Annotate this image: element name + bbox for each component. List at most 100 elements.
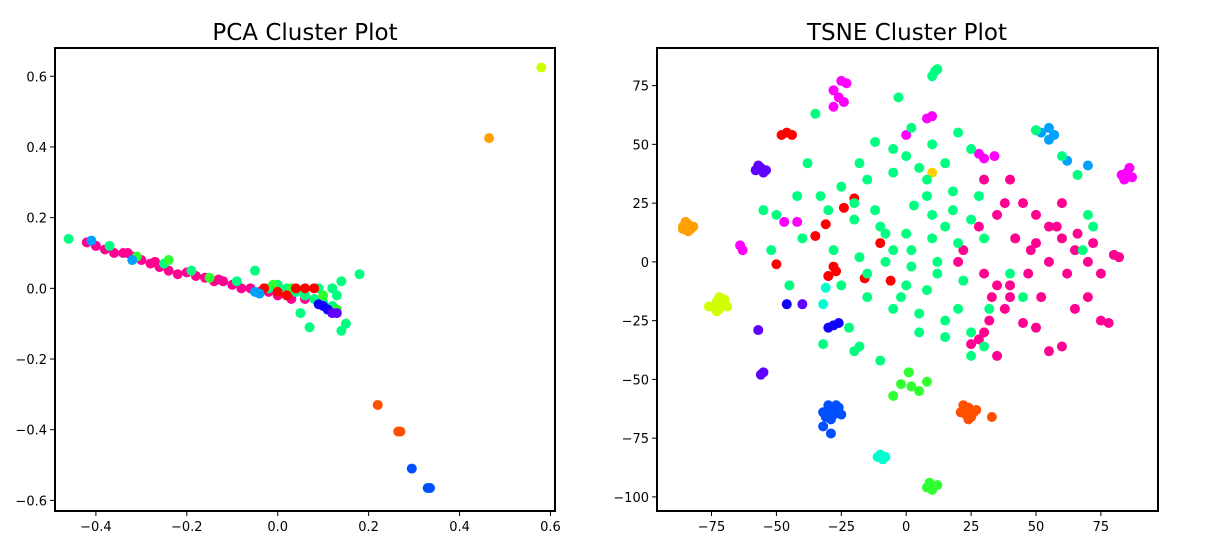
- scatter-point: [1018, 198, 1029, 209]
- scatter-point: [318, 290, 329, 301]
- scatter-point: [914, 162, 925, 173]
- chart-title: PCA Cluster Plot: [212, 20, 397, 46]
- scatter-point: [973, 148, 984, 159]
- scatter-point: [737, 245, 748, 256]
- x-tick-label: 0.6: [540, 520, 561, 535]
- scatter-point: [966, 144, 977, 155]
- y-tick-label: −50: [622, 373, 649, 388]
- scatter-points: [63, 62, 547, 494]
- scatter-point: [921, 191, 932, 202]
- scatter-point: [914, 308, 925, 319]
- scatter-point: [109, 247, 120, 258]
- scatter-point: [992, 209, 1003, 220]
- scatter-point: [979, 327, 990, 338]
- y-axis: −0.6 −0.4 −0.2 0.0 0.2 0.4 0.6: [15, 70, 55, 509]
- scatter-point: [831, 266, 842, 277]
- y-tick-label: −25: [622, 315, 649, 330]
- scatter-point: [880, 256, 891, 267]
- scatter-point: [825, 428, 836, 439]
- scatter-point: [272, 286, 283, 297]
- scatter-point: [903, 367, 914, 378]
- scatter-point: [818, 299, 829, 310]
- scatter-point: [927, 139, 938, 150]
- scatter-point: [810, 108, 821, 119]
- scatter-point: [828, 409, 839, 420]
- scatter-point: [295, 308, 306, 319]
- x-axis: −75 −50 −25 0 25 50 75: [698, 511, 1109, 535]
- scatter-point: [999, 198, 1010, 209]
- scatter-point: [327, 283, 338, 294]
- scatter-point: [1030, 209, 1041, 220]
- scatter-point: [901, 228, 912, 239]
- scatter-point: [797, 233, 808, 244]
- scatter-point: [921, 376, 932, 387]
- scatter-point: [1072, 228, 1083, 239]
- scatter-point: [268, 279, 279, 290]
- scatter-point: [1082, 160, 1093, 171]
- y-tick-label: 0.4: [26, 141, 47, 156]
- y-tick-label: −100: [613, 491, 649, 506]
- scatter-point: [885, 275, 896, 286]
- scatter-point: [304, 322, 315, 333]
- scatter-point: [766, 245, 777, 256]
- scatter-point: [815, 191, 826, 202]
- scatter-point: [313, 299, 324, 310]
- scatter-point: [1056, 151, 1067, 162]
- scatter-point: [932, 480, 943, 491]
- scatter-point: [870, 205, 881, 216]
- scatter-point: [973, 191, 984, 202]
- scatter-point: [792, 216, 803, 227]
- y-tick-label: 0: [641, 256, 649, 271]
- scatter-point: [254, 288, 265, 299]
- scatter-point: [927, 111, 938, 122]
- scatter-point: [906, 122, 917, 133]
- scatter-point: [862, 292, 873, 303]
- scatter-point: [779, 216, 790, 227]
- x-tick-label: −75: [698, 520, 725, 535]
- scatter-point: [823, 400, 834, 411]
- scatter-point: [309, 283, 320, 294]
- chart-title: TSNE Cluster Plot: [806, 20, 1007, 46]
- scatter-point: [862, 174, 873, 185]
- scatter-point: [989, 151, 1000, 162]
- scatter-point: [127, 255, 138, 266]
- scatter-point: [1082, 209, 1093, 220]
- scatter-point: [880, 228, 891, 239]
- x-tick-label: 50: [1028, 520, 1045, 535]
- scatter-point: [685, 223, 696, 234]
- scatter-point: [896, 292, 907, 303]
- scatter-point: [932, 268, 943, 279]
- scatter-point: [810, 231, 821, 242]
- scatter-point: [828, 245, 839, 256]
- scatter-point: [802, 158, 813, 169]
- scatter-point: [888, 144, 899, 155]
- scatter-point: [86, 235, 97, 246]
- scatter-point: [1043, 256, 1054, 267]
- scatter-point: [1056, 233, 1067, 244]
- y-tick-label: 50: [632, 138, 649, 153]
- scatter-point: [771, 259, 782, 270]
- scatter-point: [761, 165, 772, 176]
- scatter-point: [1127, 172, 1138, 183]
- scatter-point: [893, 92, 904, 103]
- scatter-point: [714, 292, 725, 303]
- scatter-point: [833, 402, 844, 413]
- tsne-cluster-plot: TSNE Cluster Plot −75 −50 −25 0 25 50 75 −100 −…: [613, 20, 1159, 535]
- scatter-point: [820, 219, 831, 230]
- scatter-point: [921, 174, 932, 185]
- y-tick-label: 0.0: [26, 282, 47, 297]
- x-tick-label: 0.2: [358, 520, 379, 535]
- scatter-point: [236, 283, 247, 294]
- scatter-point: [828, 85, 839, 96]
- scatter-point: [104, 240, 115, 251]
- scatter-point: [1051, 221, 1062, 232]
- scatter-point: [1005, 174, 1016, 185]
- scatter-point: [290, 283, 301, 294]
- scatter-point: [849, 198, 860, 209]
- scatter-point: [986, 292, 997, 303]
- scatter-point: [372, 399, 383, 410]
- y-tick-label: 0.6: [26, 70, 47, 85]
- scatter-point: [300, 290, 310, 301]
- scatter-point: [1010, 233, 1021, 244]
- scatter-point: [172, 269, 183, 280]
